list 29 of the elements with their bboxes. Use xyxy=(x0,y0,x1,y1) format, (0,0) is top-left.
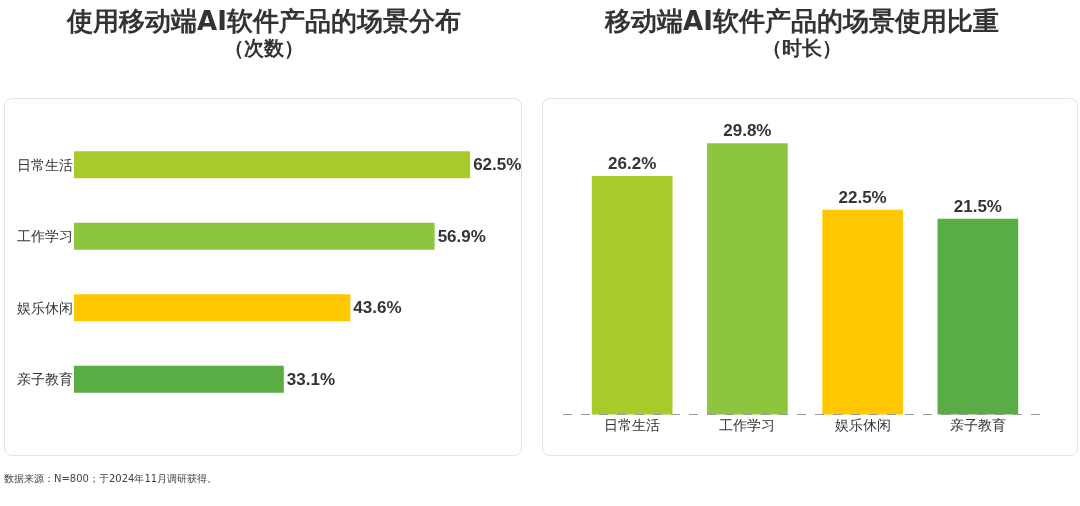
data-label: 56.9% xyxy=(437,226,486,246)
bar xyxy=(74,222,435,250)
data-label: 43.6% xyxy=(353,298,402,318)
y-tick-label: 工作学习 xyxy=(17,228,73,245)
bar xyxy=(74,151,471,179)
chart-subtitle: （时长） xyxy=(761,36,843,60)
chart-subtitle: （次数） xyxy=(223,36,305,60)
x-tick-label: 工作学习 xyxy=(719,417,776,433)
data-label: 33.1% xyxy=(286,369,335,389)
x-tick-label: 亲子教育 xyxy=(949,417,1006,433)
data-label: 29.8% xyxy=(723,121,772,141)
chart-title: 移动端AI软件产品的场景使用比重 xyxy=(603,6,1000,36)
y-tick-label: 日常生活 xyxy=(17,156,73,173)
y-tick-label: 娱乐休闲 xyxy=(17,299,73,316)
data-label: 26.2% xyxy=(608,154,657,174)
y-tick-label: 亲子教育 xyxy=(17,371,73,388)
chart-title: 使用移动端AI软件产品的场景分布 xyxy=(65,6,462,36)
data-label: 21.5% xyxy=(953,196,1002,216)
data-label: 62.5% xyxy=(473,155,522,175)
x-tick-label: 日常生活 xyxy=(604,417,661,433)
bar xyxy=(707,143,788,415)
source-note: 数据来源：N=800；于2024年11月调研获得。 xyxy=(4,472,218,486)
data-label: 22.5% xyxy=(838,187,887,207)
bar xyxy=(591,176,673,415)
bar xyxy=(937,218,1019,415)
bar xyxy=(822,209,903,415)
bar xyxy=(74,294,351,322)
bar xyxy=(74,365,284,393)
x-tick-label: 娱乐休闲 xyxy=(834,417,891,433)
